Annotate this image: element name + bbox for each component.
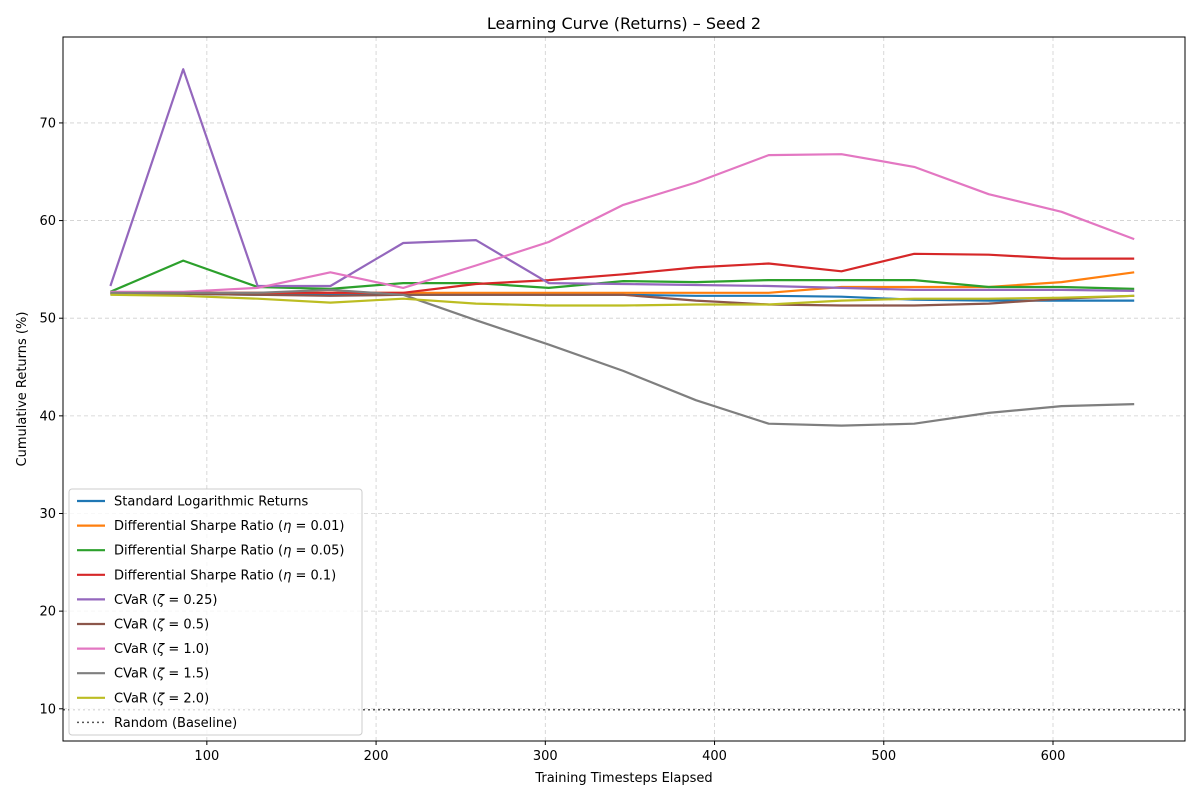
y-axis-title: Cumulative Returns (%) xyxy=(15,312,30,467)
legend-label-differential-sharpe-ratio-0-05: Differential Sharpe Ratio (η = 0.05) xyxy=(114,544,345,559)
legend-label-differential-sharpe-ratio-0-01: Differential Sharpe Ratio (η = 0.01) xyxy=(114,519,345,534)
grid xyxy=(63,37,1185,741)
y-tick-label: 50 xyxy=(39,312,56,327)
legend-label-cvar-1-5: CVaR (ζ = 1.5) xyxy=(114,667,209,682)
x-tick-label: 300 xyxy=(533,749,558,764)
x-tick-label: 400 xyxy=(702,749,727,764)
x-tick-label: 500 xyxy=(871,749,896,764)
y-tick-label: 10 xyxy=(39,702,56,717)
legend-label-standard-logarithmic-returns: Standard Logarithmic Returns xyxy=(114,495,308,510)
legend-box xyxy=(68,488,363,736)
series-line-cvar-0-25 xyxy=(109,68,1135,292)
chart-title: Learning Curve (Returns) – Seed 2 xyxy=(487,14,761,33)
series-lines xyxy=(63,68,1185,711)
legend-label-cvar-0-25: CVaR (ζ = 0.25) xyxy=(114,593,217,608)
plot-frame xyxy=(62,36,1186,742)
y-tick-label: 30 xyxy=(39,507,56,522)
legend-label-cvar-1-0: CVaR (ζ = 1.0) xyxy=(114,642,209,657)
series-line-cvar-1-0 xyxy=(110,153,1135,293)
legend-label-random-baseline: Random (Baseline) xyxy=(114,716,237,731)
legend: Standard Logarithmic Returns Differential… xyxy=(68,488,363,736)
series-line-cvar-0-5 xyxy=(110,292,1135,307)
legend-label-differential-sharpe-ratio-0-1: Differential Sharpe Ratio (η = 0.1) xyxy=(114,568,336,583)
series-line-cvar-1-5 xyxy=(110,288,1135,427)
x-tick-label: 100 xyxy=(194,749,219,764)
series-line-differential-sharpe-ratio-0-05 xyxy=(109,259,1135,293)
x-axis-title: Training Timesteps Elapsed xyxy=(534,771,712,786)
y-tick-label: 70 xyxy=(39,116,56,131)
series-line-cvar-2-0 xyxy=(110,293,1135,307)
y-tick-label: 60 xyxy=(39,214,56,229)
legend-label-cvar-0-5: CVaR (ζ = 0.5) xyxy=(114,618,209,633)
y-tick-label: 40 xyxy=(39,409,56,424)
x-tick-label: 600 xyxy=(1041,749,1066,764)
axis-ticks: 100 200 300 400 500 600 10 20 30 40 50 60 70 xyxy=(39,116,1065,764)
y-tick-label: 20 xyxy=(39,605,56,620)
legend-label-cvar-2-0: CVaR (ζ = 2.0) xyxy=(114,691,209,706)
x-tick-label: 200 xyxy=(364,749,389,764)
